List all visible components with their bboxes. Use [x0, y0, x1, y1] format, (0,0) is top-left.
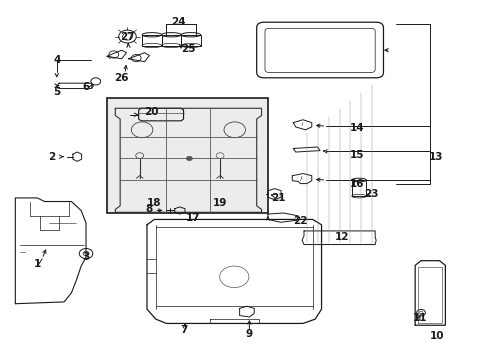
Text: 20: 20 — [144, 107, 159, 117]
Text: 13: 13 — [427, 152, 442, 162]
Text: 1: 1 — [34, 259, 41, 269]
Text: 9: 9 — [245, 329, 252, 339]
Text: 19: 19 — [212, 198, 227, 208]
Bar — [107, 98, 267, 213]
Text: 17: 17 — [185, 213, 200, 222]
Text: 12: 12 — [334, 232, 348, 242]
Text: 14: 14 — [348, 123, 363, 133]
Text: 26: 26 — [114, 73, 129, 83]
Text: 18: 18 — [147, 198, 161, 208]
Text: 22: 22 — [293, 216, 307, 226]
Text: 15: 15 — [349, 150, 363, 160]
Text: 3: 3 — [82, 252, 89, 262]
Text: 7: 7 — [180, 325, 187, 335]
Text: 16: 16 — [349, 179, 363, 189]
Text: 24: 24 — [171, 17, 185, 27]
Text: 6: 6 — [82, 82, 89, 92]
Text: 10: 10 — [429, 331, 444, 341]
Text: 4: 4 — [53, 55, 61, 65]
Text: 27: 27 — [120, 32, 135, 41]
Text: 23: 23 — [363, 189, 378, 199]
Text: 25: 25 — [181, 44, 195, 54]
Circle shape — [186, 156, 192, 161]
Text: 8: 8 — [145, 204, 153, 214]
Text: 2: 2 — [48, 152, 56, 162]
Text: 21: 21 — [271, 193, 285, 203]
Text: 11: 11 — [412, 313, 427, 323]
Text: 5: 5 — [53, 87, 61, 97]
